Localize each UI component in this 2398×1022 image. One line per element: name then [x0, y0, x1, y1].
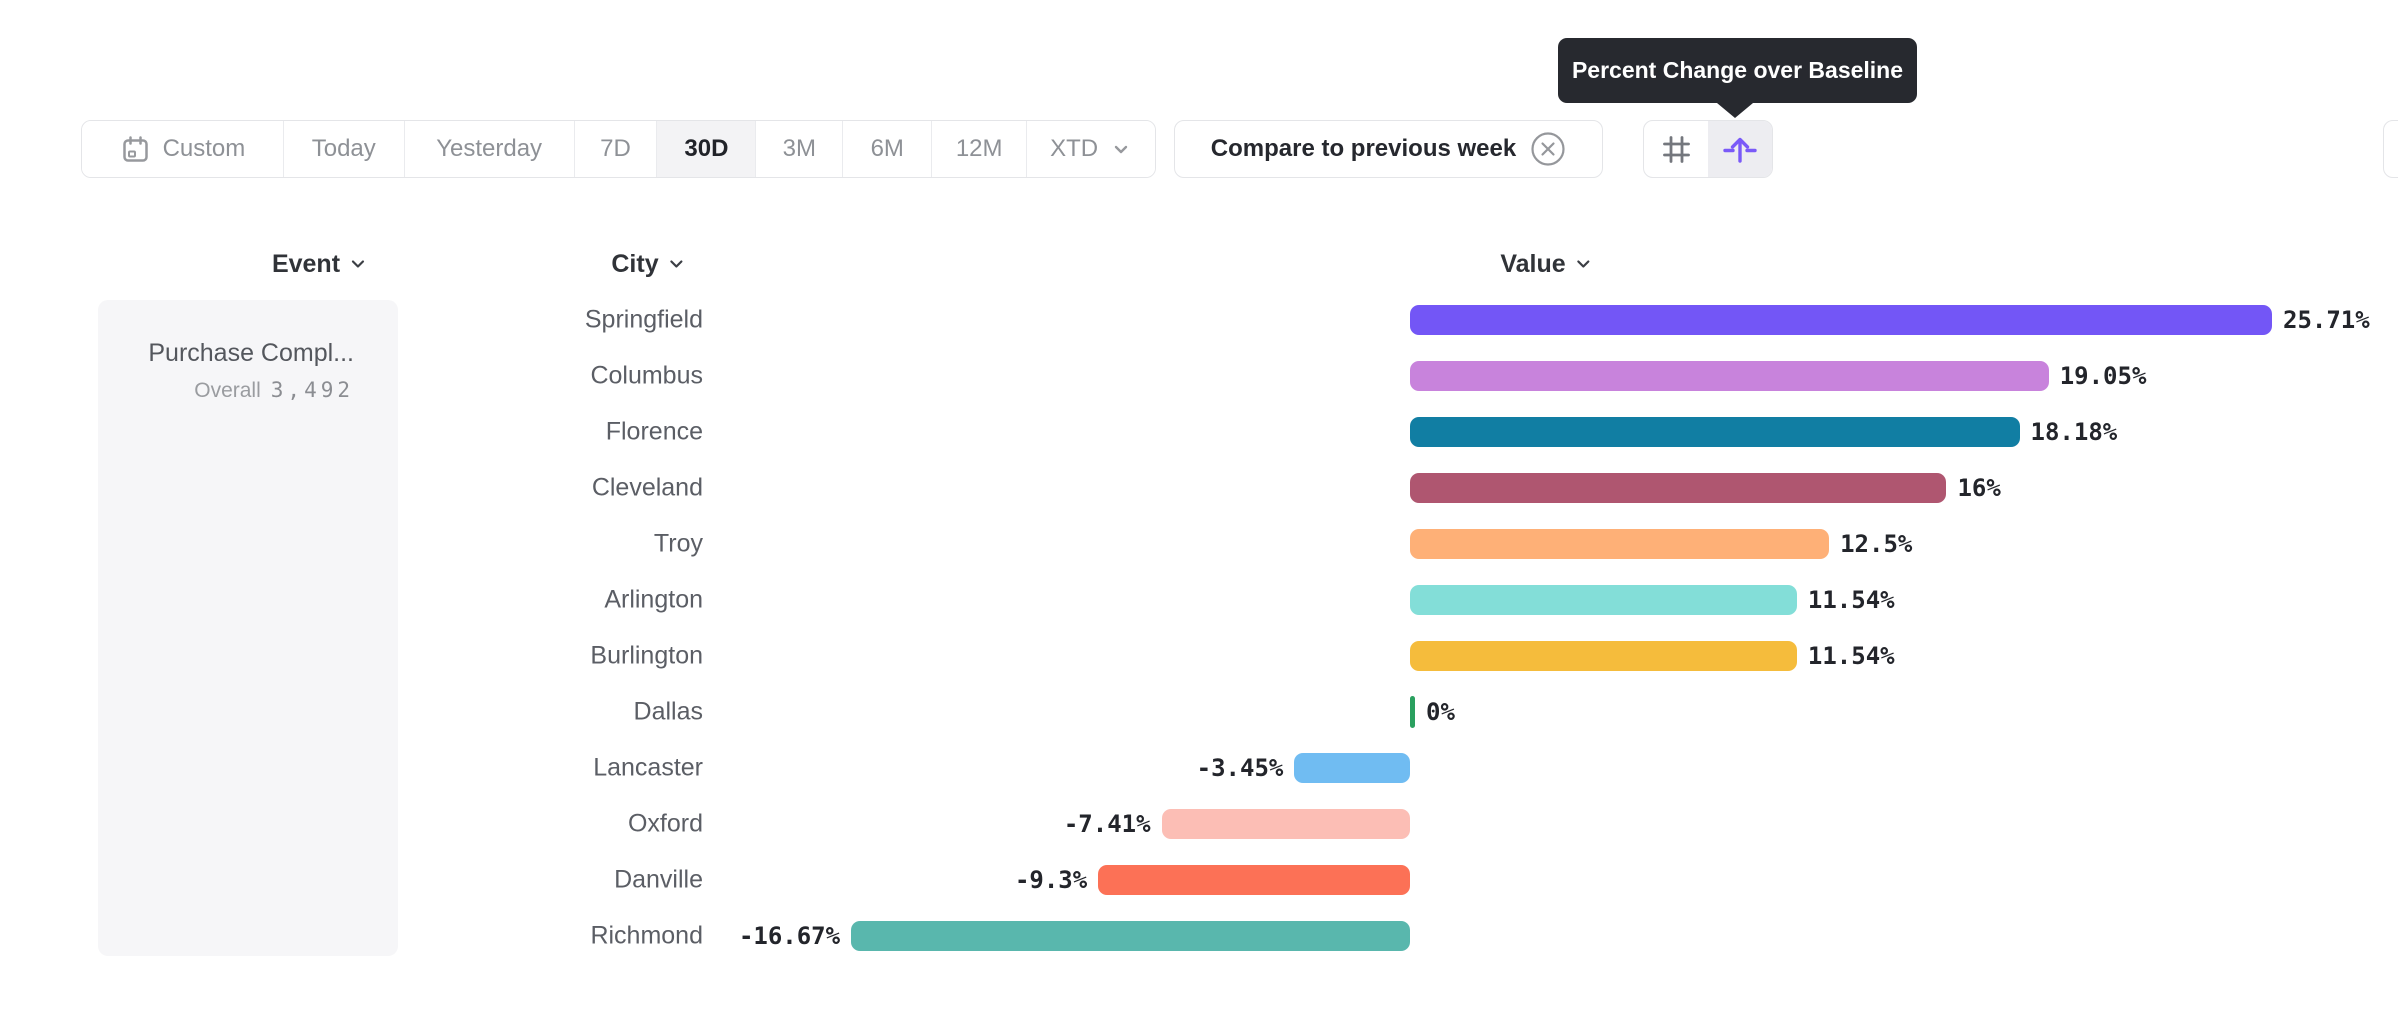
bar-value-label: 12.5% [1840, 530, 1913, 558]
date-range-group: Custom Today Yesterday 7D 30D 3M 6M 12M … [81, 120, 1156, 178]
grid-icon [1660, 133, 1693, 166]
bar-springfield[interactable] [1410, 305, 2272, 335]
bar-cleveland[interactable] [1410, 473, 1947, 503]
bar-columbus[interactable] [1410, 361, 2049, 391]
city-label: Columbus [590, 361, 703, 390]
date-range-30d[interactable]: 30D [657, 121, 757, 177]
city-label: Troy [653, 529, 703, 558]
column-header-event[interactable]: Event [272, 248, 368, 280]
date-range-xtd[interactable]: XTD [1027, 121, 1155, 177]
overall-label: Overall [194, 379, 261, 402]
compare-label: Compare to previous week [1210, 135, 1517, 162]
bar-value-label: 11.54% [1807, 586, 1895, 614]
event-name: Purchase Compl... [148, 339, 354, 367]
event-overall-row: Overall 3,492 [98, 378, 354, 403]
chart-view-toggle [1643, 120, 1773, 178]
chart-row: Richmond -16.67% [0, 908, 2398, 964]
chart-row: Arlington 11.54% [0, 572, 2398, 628]
column-header-label: Value [1500, 249, 1566, 278]
bar-value-label: 16% [1957, 474, 2001, 502]
bar-value-label: -9.3% [1014, 866, 1088, 894]
date-range-label: 6M [870, 135, 904, 162]
bar-value-label: 25.71% [2283, 306, 2370, 334]
chevron-down-icon [1574, 254, 1594, 274]
date-range-custom[interactable]: Custom [82, 121, 284, 177]
bar-arlington[interactable] [1410, 585, 1797, 615]
bar-value-label: -7.41% [1063, 810, 1151, 838]
city-label: Cleveland [591, 473, 703, 502]
percent-change-baseline-icon [1721, 130, 1759, 168]
chevron-down-icon [1110, 138, 1132, 160]
chart-row: Columbus 19.05% [0, 348, 2398, 404]
date-range-3m[interactable]: 3M [756, 121, 844, 177]
percent-change-baseline-button[interactable] [1708, 121, 1772, 177]
overall-value: 3,492 [270, 378, 354, 402]
date-range-label: Yesterday [436, 135, 543, 162]
date-range-label: 7D [600, 135, 631, 162]
column-header-label: Event [271, 249, 341, 278]
date-range-yesterday[interactable]: Yesterday [404, 121, 575, 177]
date-range-label: 3M [782, 135, 816, 162]
date-range-7d[interactable]: 7D [574, 121, 658, 177]
chart-row: Florence 18.18% [0, 404, 2398, 460]
chart-row: Burlington 11.54% [0, 628, 2398, 684]
calendar-icon [120, 134, 151, 165]
city-label: Danville [614, 865, 703, 894]
date-range-label: Custom [162, 135, 246, 162]
bar-oxford[interactable] [1161, 809, 1410, 839]
column-header-label: City [611, 249, 659, 278]
bar-richmond[interactable] [851, 921, 1410, 951]
bar-value-label: 11.54% [1807, 642, 1895, 670]
bar-value-label: 19.05% [2059, 362, 2147, 390]
city-label: Richmond [590, 921, 703, 950]
chart-row: Troy 12.5% [0, 516, 2398, 572]
bar-value-label: 18.18% [2030, 418, 2118, 446]
column-header-value[interactable]: Value [1500, 248, 1593, 280]
bar-florence[interactable] [1410, 417, 2020, 447]
chart-row: Springfield 25.71% [0, 292, 2398, 348]
bar-lancaster[interactable] [1294, 753, 1410, 783]
bar-dallas[interactable] [1410, 696, 1415, 728]
city-label: Oxford [627, 809, 703, 838]
date-range-label: 30D [684, 135, 729, 162]
chart-row: Lancaster -3.45% [0, 740, 2398, 796]
chevron-down-icon [667, 254, 687, 274]
date-range-12m[interactable]: 12M [932, 121, 1028, 177]
event-panel: Purchase Compl... Overall 3,492 [98, 300, 398, 956]
close-circle-icon[interactable] [1530, 131, 1566, 167]
city-label: Springfield [584, 305, 703, 334]
tooltip-text: Percent Change over Baseline [1571, 57, 1904, 83]
bar-value-label: -3.45% [1196, 754, 1284, 782]
date-range-label: XTD [1050, 135, 1099, 162]
date-range-today[interactable]: Today [283, 121, 405, 177]
city-label: Burlington [590, 641, 703, 670]
bar-danville[interactable] [1098, 865, 1410, 895]
bar-value-label: -16.67% [738, 922, 841, 950]
date-range-6m[interactable]: 6M [843, 121, 933, 177]
chevron-down-icon [348, 254, 368, 274]
compare-to-previous-week-button[interactable]: Compare to previous week [1174, 120, 1603, 178]
chart-row: Cleveland 16% [0, 460, 2398, 516]
chart-row: Dallas 0% [0, 684, 2398, 740]
city-label: Lancaster [593, 753, 703, 782]
chart-row: Danville -9.3% [0, 852, 2398, 908]
bar-troy[interactable] [1410, 529, 1830, 559]
column-header-city[interactable]: City [611, 248, 686, 280]
city-label: Dallas [633, 697, 703, 726]
partial-button[interactable] [2383, 120, 2398, 178]
bar-burlington[interactable] [1410, 641, 1797, 671]
city-label: Florence [605, 417, 703, 446]
tooltip-arrow [1717, 103, 1753, 118]
grid-view-button[interactable] [1644, 121, 1708, 177]
city-label: Arlington [604, 585, 703, 614]
date-range-label: Today [311, 135, 376, 162]
tooltip-percent-change: Percent Change over Baseline [1558, 38, 1917, 118]
bar-value-label: 0% [1426, 698, 1455, 726]
event-item-purchase-completed[interactable]: Purchase Compl... Overall 3,492 [98, 300, 398, 403]
chart-row: Oxford -7.41% [0, 796, 2398, 852]
date-range-label: 12M [955, 135, 1003, 162]
